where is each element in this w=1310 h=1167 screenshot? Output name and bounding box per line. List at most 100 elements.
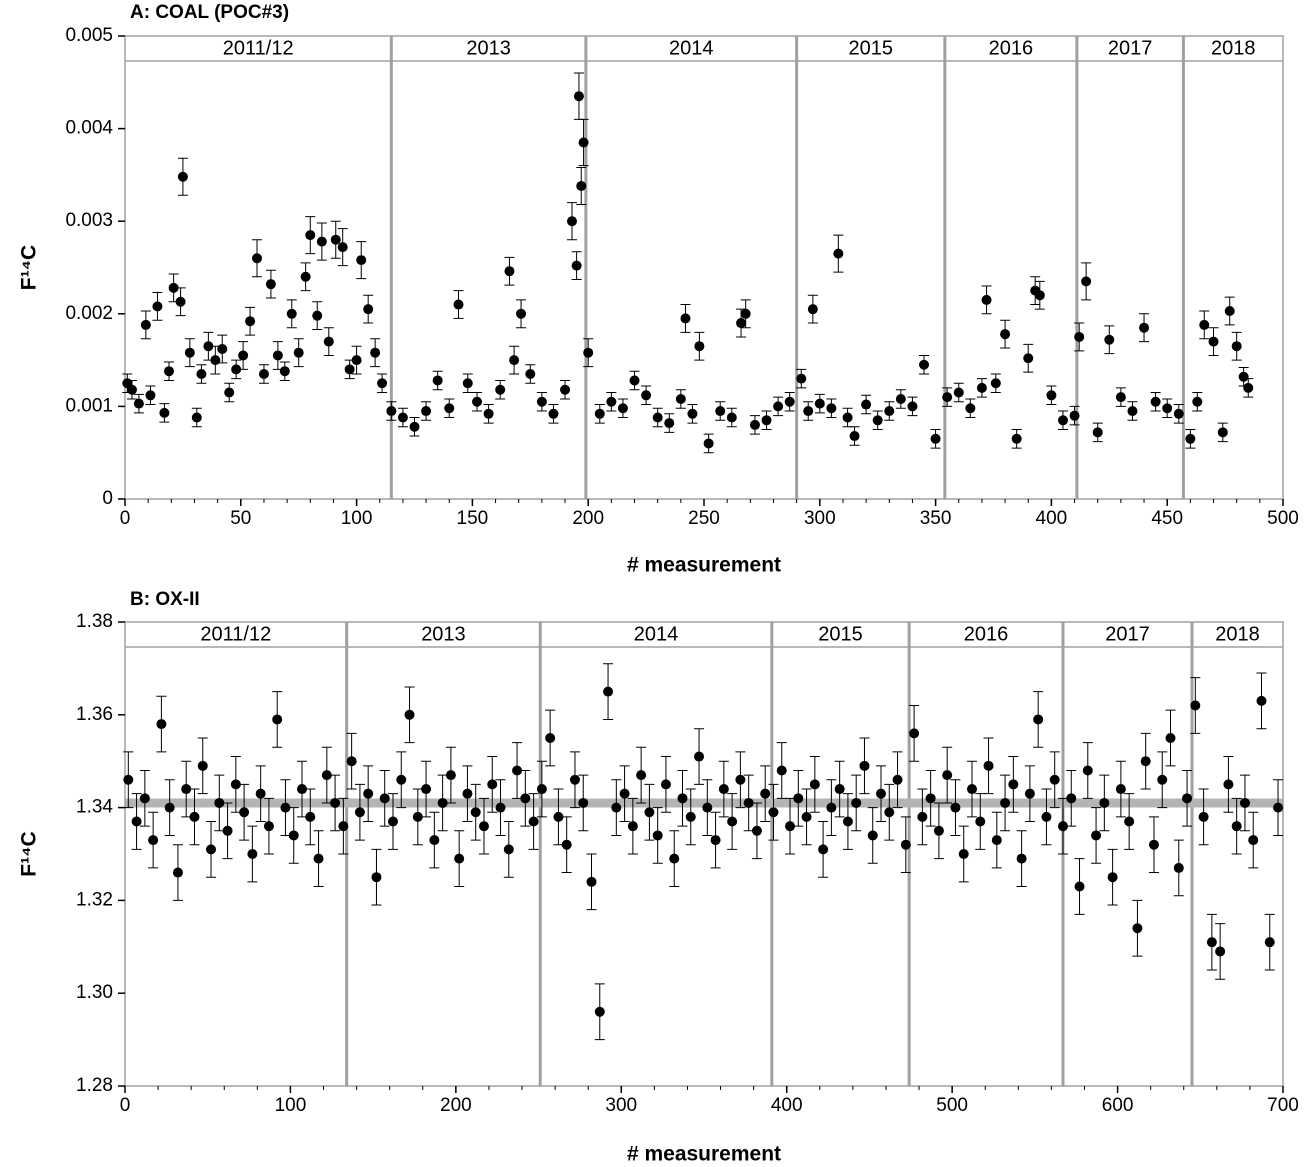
data-point	[472, 396, 483, 407]
data-point	[300, 271, 311, 282]
data-point	[131, 816, 142, 827]
data-point	[139, 793, 150, 804]
x-tick-label: 150	[457, 508, 489, 529]
data-point	[1023, 353, 1034, 364]
data-point	[504, 266, 515, 277]
data-point	[293, 347, 304, 358]
data-point	[785, 821, 796, 832]
data-point	[305, 811, 316, 822]
data-point	[834, 784, 845, 795]
plot-frame	[124, 35, 1284, 500]
x-axis-label: # measurement	[627, 554, 781, 577]
data-point	[387, 816, 398, 827]
data-point	[726, 412, 737, 423]
data-point	[826, 403, 837, 414]
data-point	[803, 406, 814, 417]
data-point	[677, 793, 688, 804]
data-point	[950, 802, 961, 813]
data-point	[1115, 784, 1126, 795]
data-point	[735, 774, 746, 785]
data-point	[872, 415, 883, 426]
data-point	[1162, 403, 1173, 414]
data-point	[133, 398, 144, 409]
data-point	[323, 336, 334, 347]
data-point	[175, 296, 186, 307]
data-point	[1057, 821, 1068, 832]
data-point	[495, 384, 506, 395]
y-tick-label: 0.002	[65, 303, 113, 324]
data-point	[1215, 946, 1226, 957]
period-label: 2014	[669, 37, 714, 59]
data-point	[594, 1006, 605, 1017]
data-point	[409, 421, 420, 432]
data-point	[152, 301, 163, 312]
data-point	[172, 867, 183, 878]
data-point	[644, 807, 655, 818]
data-point	[370, 347, 381, 358]
data-point	[917, 811, 928, 822]
data-point	[776, 765, 787, 776]
data-point	[1238, 371, 1249, 382]
data-point	[156, 719, 167, 730]
x-tick-label: 500	[1267, 508, 1299, 529]
data-point	[629, 375, 640, 386]
data-point	[793, 793, 804, 804]
panel-title: A: COAL (POC#3)	[130, 2, 289, 23]
data-point	[525, 368, 536, 379]
period-label: 2016	[989, 37, 1034, 59]
data-point	[1199, 319, 1210, 330]
data-point	[495, 802, 506, 813]
y-axis-label: F¹⁴C	[18, 245, 41, 290]
data-point	[396, 774, 407, 785]
data-point	[184, 347, 195, 358]
y-tick-label: 0.005	[65, 25, 113, 46]
data-point	[991, 835, 1002, 846]
data-point	[164, 366, 175, 377]
data-point	[1082, 765, 1093, 776]
x-tick-label: 0	[120, 1095, 131, 1116]
data-point	[687, 408, 698, 419]
data-point	[1074, 881, 1085, 892]
data-point	[826, 802, 837, 813]
data-point	[191, 412, 202, 423]
data-point	[397, 412, 408, 423]
panel: B: OX-II # measurement F¹⁴C 2011/12 2013 2014…	[18, 589, 1299, 1166]
data-point	[255, 788, 266, 799]
data-point	[571, 260, 582, 271]
data-point	[478, 821, 489, 832]
data-point	[313, 853, 324, 864]
data-point	[892, 774, 903, 785]
data-point	[231, 364, 242, 375]
data-point	[196, 368, 207, 379]
data-point	[305, 230, 316, 241]
data-point	[123, 774, 134, 785]
data-point	[942, 770, 953, 781]
x-tick-label: 400	[1036, 508, 1068, 529]
data-point	[1185, 433, 1196, 444]
data-point	[159, 407, 170, 418]
data-point	[272, 350, 283, 361]
y-tick-label: 1.36	[76, 704, 113, 725]
y-tick-label: 1.30	[76, 982, 113, 1003]
data-point	[371, 872, 382, 883]
data-point	[421, 406, 432, 417]
data-point	[867, 830, 878, 841]
data-point	[222, 825, 233, 836]
data-point	[740, 308, 751, 319]
data-point	[528, 816, 539, 827]
data-point	[337, 242, 348, 253]
data-point	[975, 816, 986, 827]
data-point	[379, 793, 390, 804]
data-point	[1208, 336, 1219, 347]
data-point	[1034, 290, 1045, 301]
data-point	[990, 378, 1001, 389]
data-point	[807, 304, 818, 315]
data-point	[177, 171, 188, 182]
data-point	[210, 355, 221, 366]
data-point	[1148, 839, 1159, 850]
data-point	[432, 375, 443, 386]
data-point	[516, 308, 527, 319]
x-tick-label: 0	[120, 508, 131, 529]
data-point	[796, 373, 807, 384]
